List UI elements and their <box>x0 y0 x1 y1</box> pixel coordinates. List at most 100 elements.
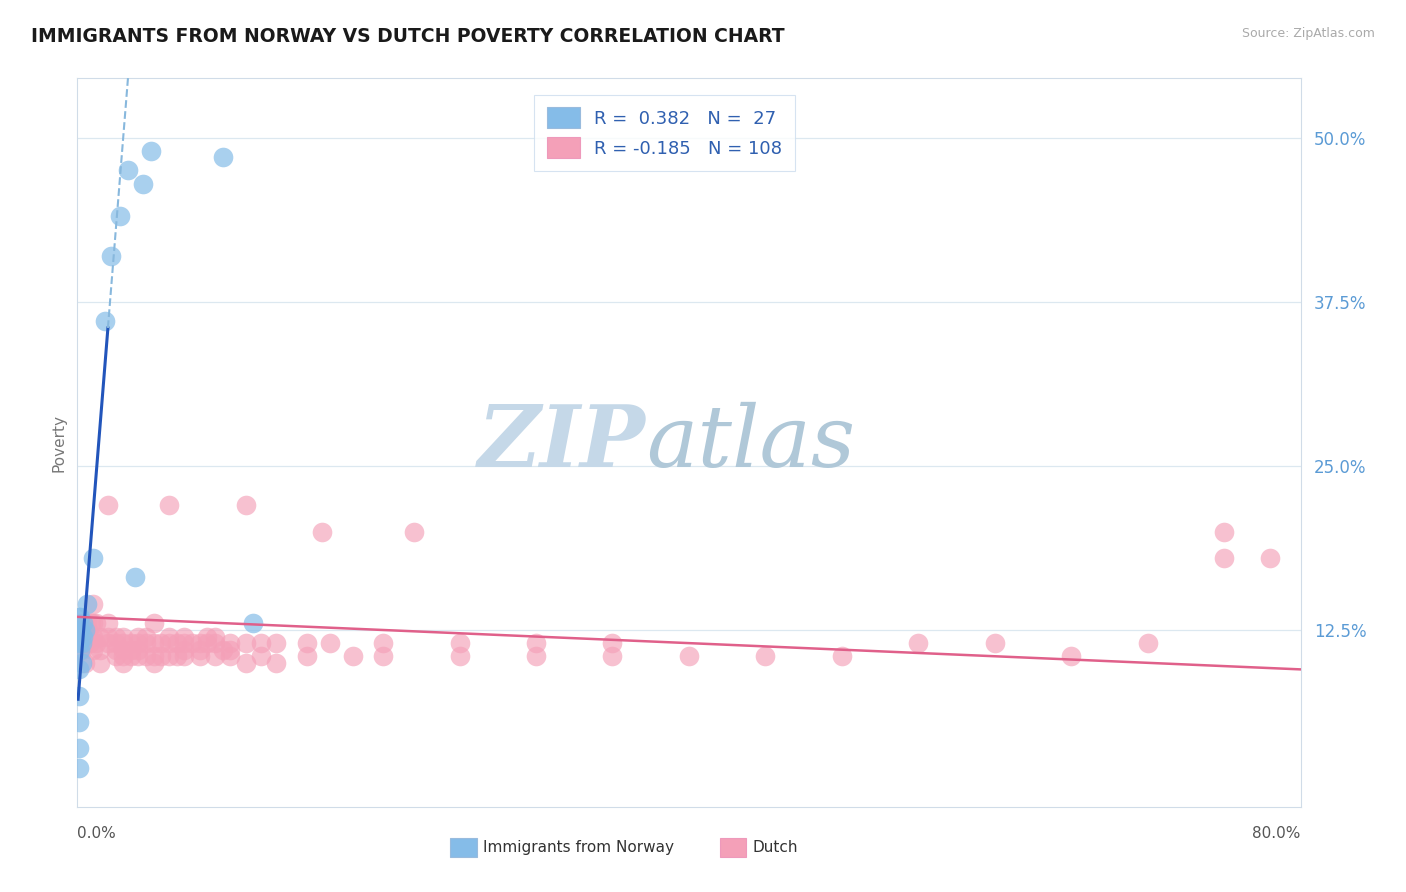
Point <box>70 656 93 670</box>
Point <box>602 649 624 664</box>
Point <box>67 636 90 650</box>
Point <box>166 649 188 664</box>
Point <box>69 630 91 644</box>
Point <box>204 636 226 650</box>
Point <box>678 649 700 664</box>
Point <box>1060 649 1083 664</box>
Point <box>100 249 122 263</box>
Bar <box>450 838 477 857</box>
Point <box>72 630 94 644</box>
Point <box>89 656 111 670</box>
Point <box>250 636 273 650</box>
Point <box>195 630 218 644</box>
Point <box>402 524 425 539</box>
Point <box>89 630 111 644</box>
Point <box>173 642 195 657</box>
Text: ZIP: ZIP <box>478 401 647 484</box>
Point <box>135 649 157 664</box>
Point <box>831 649 853 664</box>
Point <box>117 163 139 178</box>
Point <box>79 630 101 644</box>
Point <box>94 314 117 328</box>
Point <box>84 636 107 650</box>
Point <box>82 616 104 631</box>
Point <box>69 623 91 637</box>
Point <box>371 649 394 664</box>
Point <box>242 616 264 631</box>
Point <box>67 662 90 676</box>
Bar <box>720 838 747 857</box>
Text: IMMIGRANTS FROM NORWAY VS DUTCH POVERTY CORRELATION CHART: IMMIGRANTS FROM NORWAY VS DUTCH POVERTY … <box>31 27 785 45</box>
Point <box>754 649 776 664</box>
Point <box>449 636 471 650</box>
Point <box>82 630 104 644</box>
Point <box>264 636 287 650</box>
Point <box>211 642 233 657</box>
Point <box>120 636 142 650</box>
Point <box>69 642 91 657</box>
Point <box>120 649 142 664</box>
Point <box>219 649 242 664</box>
Point <box>142 616 165 631</box>
Text: 80.0%: 80.0% <box>1253 826 1301 841</box>
Point <box>127 636 149 650</box>
Point <box>97 630 120 644</box>
Point <box>97 636 120 650</box>
Point <box>108 210 131 224</box>
Point <box>112 649 135 664</box>
Point <box>80 616 103 631</box>
Point <box>235 656 257 670</box>
Point <box>150 636 173 650</box>
Point <box>157 498 180 512</box>
Point <box>124 570 146 584</box>
Point <box>295 636 318 650</box>
Point <box>264 656 287 670</box>
Point <box>1213 550 1236 565</box>
Point <box>67 610 90 624</box>
Point <box>235 636 257 650</box>
Point <box>69 610 91 624</box>
Text: Immigrants from Norway: Immigrants from Norway <box>484 840 675 855</box>
Point <box>97 498 120 512</box>
Point <box>73 636 96 650</box>
Point <box>82 597 104 611</box>
Point <box>188 649 211 664</box>
Point <box>219 642 242 657</box>
Point <box>82 642 104 657</box>
Point <box>104 649 127 664</box>
Point <box>602 636 624 650</box>
Point <box>984 636 1007 650</box>
Point <box>127 630 149 644</box>
Point <box>204 649 226 664</box>
Point <box>67 761 90 775</box>
Point <box>112 636 135 650</box>
Point <box>188 642 211 657</box>
Point <box>204 630 226 644</box>
Point <box>82 550 104 565</box>
Point <box>907 636 929 650</box>
Point <box>104 630 127 644</box>
Point <box>235 498 257 512</box>
Point <box>295 649 318 664</box>
Point <box>449 649 471 664</box>
Point <box>195 636 218 650</box>
Point <box>173 636 195 650</box>
Point <box>1213 524 1236 539</box>
Point <box>1258 550 1281 565</box>
Point <box>342 649 364 664</box>
Point <box>104 642 127 657</box>
Point <box>173 649 195 664</box>
Point <box>67 623 90 637</box>
Point <box>70 642 93 657</box>
Point <box>70 636 93 650</box>
Point <box>157 630 180 644</box>
Text: Source: ZipAtlas.com: Source: ZipAtlas.com <box>1241 27 1375 40</box>
Point <box>76 616 98 631</box>
Point <box>72 616 94 631</box>
Point <box>76 630 98 644</box>
Point <box>79 636 101 650</box>
Text: atlas: atlas <box>647 401 855 484</box>
Point <box>142 656 165 670</box>
Point <box>67 714 90 729</box>
Text: 0.0%: 0.0% <box>77 826 117 841</box>
